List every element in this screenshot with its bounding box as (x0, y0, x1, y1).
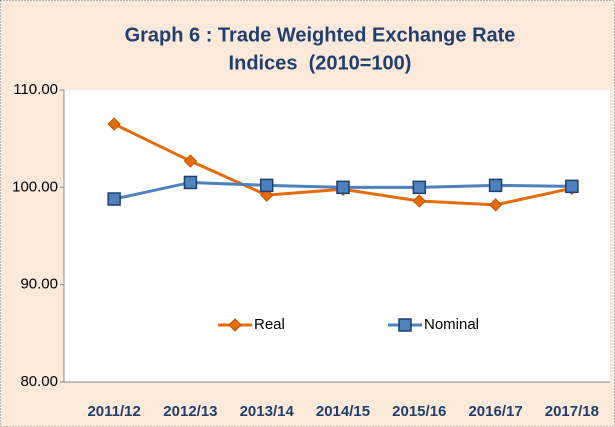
data-point (107, 192, 121, 206)
plot-area (64, 90, 610, 382)
x-tick-label: 2016/17 (468, 403, 522, 420)
data-point (488, 178, 503, 193)
x-tick-label: 2012/13 (163, 403, 217, 420)
x-tick-label: 2015/16 (392, 403, 446, 420)
legend-marker (228, 318, 242, 332)
data-point (183, 154, 198, 168)
data-point (107, 117, 121, 131)
x-tick-label: 2014/15 (316, 403, 370, 420)
x-tick-label: 2011/12 (87, 403, 140, 420)
data-point (412, 180, 427, 195)
chart-title: Indices (2010=100) (229, 52, 412, 74)
y-tick-label: 100.00 (12, 178, 58, 195)
data-point (412, 194, 426, 208)
data-point (488, 198, 503, 212)
y-tick-label: 110.00 (13, 81, 58, 98)
x-tick-label: 2017/18 (545, 403, 599, 420)
data-point (183, 175, 198, 190)
legend-marker (398, 318, 412, 332)
y-tick-label: 90.00 (20, 276, 58, 293)
data-point (259, 178, 274, 193)
legend-label: Nominal (424, 316, 479, 333)
data-point (336, 180, 350, 195)
legend-label: Real (254, 316, 285, 333)
x-tick-label: 2013/14 (240, 403, 295, 420)
y-tick-label: 80.00 (20, 373, 58, 390)
chart-title: Graph 6 : Trade Weighted Exchange Rate (125, 24, 516, 46)
data-point (565, 179, 579, 194)
